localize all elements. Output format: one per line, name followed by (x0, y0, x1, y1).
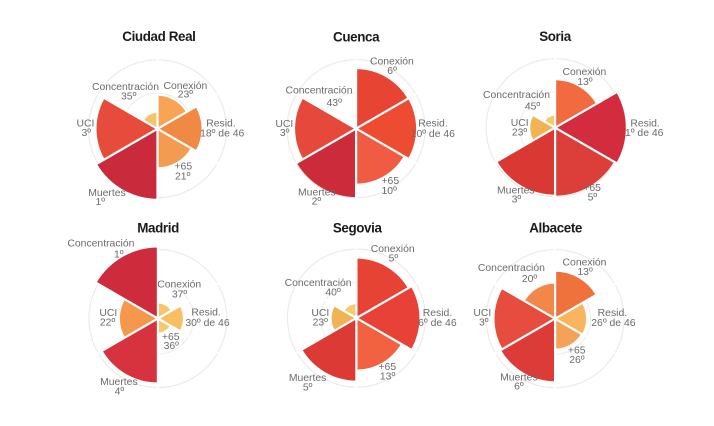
svg-text:+65: +65 (583, 183, 601, 194)
svg-text:Muertes: Muertes (289, 373, 327, 384)
svg-text:26º: 26º (569, 355, 585, 366)
svg-text:Concentración: Concentración (478, 263, 545, 274)
svg-text:36º: 36º (164, 341, 180, 352)
svg-text:+65: +65 (381, 176, 399, 187)
svg-text:Soria: Soria (539, 29, 572, 44)
svg-text:40º: 40º (325, 287, 341, 298)
svg-text:6º: 6º (514, 382, 524, 393)
svg-text:3º: 3º (512, 195, 522, 206)
svg-text:3º: 3º (479, 318, 489, 329)
svg-text:23º: 23º (512, 127, 528, 138)
svg-text:23º: 23º (178, 90, 194, 101)
svg-text:UCI: UCI (77, 119, 95, 130)
svg-text:Concentración: Concentración (285, 278, 352, 289)
svg-text:UCI: UCI (511, 118, 529, 129)
svg-text:UCI: UCI (311, 308, 329, 319)
svg-text:Muertes: Muertes (100, 377, 138, 388)
svg-text:22º: 22º (100, 317, 116, 328)
svg-text:10º: 10º (382, 186, 398, 197)
svg-text:+65: +65 (162, 332, 180, 343)
svg-text:Ciudad Real: Ciudad Real (122, 29, 195, 44)
svg-text:Resid.: Resid. (206, 118, 235, 129)
svg-text:43º: 43º (327, 98, 343, 109)
svg-text:26º de 46: 26º de 46 (591, 318, 635, 329)
svg-text:Conexión: Conexión (370, 57, 414, 68)
svg-text:Concentración: Concentración (67, 239, 134, 250)
svg-text:30º de 46: 30º de 46 (185, 318, 229, 329)
svg-text:Resid.: Resid. (423, 308, 452, 319)
svg-text:1º: 1º (114, 250, 124, 261)
svg-text:Resid.: Resid. (598, 308, 627, 319)
svg-text:Cuenca: Cuenca (333, 29, 380, 44)
svg-text:Conexión: Conexión (163, 81, 207, 92)
svg-text:2º: 2º (312, 196, 322, 207)
svg-text:Muertes: Muertes (500, 372, 538, 383)
svg-text:Concentración: Concentración (483, 90, 550, 101)
svg-text:3º: 3º (82, 128, 92, 139)
svg-text:Resid.: Resid. (191, 308, 220, 319)
svg-text:UCI: UCI (473, 308, 491, 319)
svg-text:4º: 4º (115, 386, 125, 397)
svg-text:UCI: UCI (99, 308, 117, 319)
svg-text:6º de 46: 6º de 46 (418, 318, 457, 329)
svg-text:Resid.: Resid. (418, 119, 447, 130)
svg-text:5º: 5º (303, 383, 313, 394)
svg-text:Segovia: Segovia (333, 221, 383, 236)
svg-text:Resid.: Resid. (630, 119, 659, 130)
svg-text:1º: 1º (96, 197, 106, 208)
svg-text:13º: 13º (577, 267, 593, 278)
svg-text:+65: +65 (378, 362, 396, 373)
svg-text:Conexión: Conexión (157, 280, 201, 291)
svg-text:18º de 46: 18º de 46 (200, 128, 244, 139)
svg-text:23º: 23º (313, 318, 329, 329)
svg-text:Madrid: Madrid (137, 221, 179, 236)
svg-text:13º: 13º (577, 77, 593, 88)
svg-text:Conexión: Conexión (371, 244, 415, 255)
svg-text:1º de 46: 1º de 46 (625, 128, 664, 139)
svg-text:UCI: UCI (275, 119, 293, 130)
svg-text:Concentración: Concentración (285, 86, 352, 97)
svg-text:Concentración: Concentración (92, 82, 159, 93)
svg-text:Muertes: Muertes (298, 188, 336, 199)
svg-text:Albacete: Albacete (529, 221, 582, 236)
svg-text:13º: 13º (380, 371, 396, 382)
svg-text:35º: 35º (121, 92, 137, 103)
svg-text:Muertes: Muertes (497, 186, 535, 197)
svg-text:Muertes: Muertes (88, 188, 126, 199)
svg-text:6º: 6º (387, 66, 397, 77)
svg-text:37º: 37º (172, 290, 188, 301)
svg-text:5º: 5º (389, 254, 399, 265)
svg-text:+65: +65 (174, 162, 192, 173)
svg-text:21º: 21º (175, 171, 191, 182)
svg-text:20º: 20º (522, 274, 538, 285)
svg-text:+65: +65 (568, 346, 586, 357)
svg-text:45º: 45º (525, 101, 541, 112)
svg-text:Conexión: Conexión (562, 67, 606, 78)
svg-text:10º de 46: 10º de 46 (411, 129, 455, 140)
svg-text:Conexión: Conexión (563, 257, 607, 268)
svg-text:3º: 3º (280, 128, 290, 139)
svg-text:5º: 5º (588, 193, 598, 204)
